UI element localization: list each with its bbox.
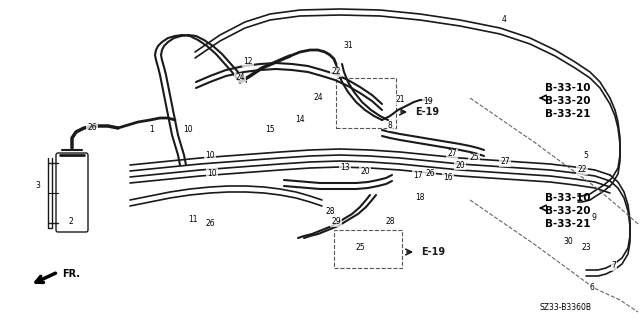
Text: B-33-10: B-33-10 [545,83,591,93]
Text: 9: 9 [591,213,596,222]
Text: 26: 26 [205,219,215,228]
Text: 7: 7 [612,262,616,271]
Text: 25: 25 [355,243,365,253]
Text: 25: 25 [469,153,479,162]
Text: 23: 23 [581,242,591,251]
Text: SZ33-B3360B: SZ33-B3360B [539,303,591,313]
Text: 31: 31 [343,41,353,50]
Text: 4: 4 [502,16,506,25]
Text: 27: 27 [447,150,457,159]
Text: 6: 6 [589,284,595,293]
Text: 27: 27 [500,158,510,167]
Text: 22: 22 [332,68,340,77]
Text: 28: 28 [385,218,395,226]
Text: FR.: FR. [62,269,80,279]
Text: 26: 26 [87,123,97,132]
Text: 12: 12 [243,57,253,66]
Text: 2: 2 [68,218,74,226]
Text: 29: 29 [331,218,341,226]
Bar [334,230,402,268]
Text: E-19: E-19 [421,247,445,257]
Text: 19: 19 [423,98,433,107]
FancyBboxPatch shape [56,153,88,232]
Text: 13: 13 [340,164,350,173]
Text: 30: 30 [563,238,573,247]
Text: 20: 20 [455,160,465,169]
Text: B-33-20: B-33-20 [545,96,591,106]
Text: B-33-21: B-33-21 [545,109,591,119]
Text: 20: 20 [360,167,370,176]
Text: 17: 17 [413,170,423,180]
Text: 10: 10 [205,151,215,160]
Text: B-33-20: B-33-20 [545,206,591,216]
Text: 16: 16 [443,174,453,182]
Text: B-33-21: B-33-21 [545,219,591,229]
Text: 24: 24 [313,93,323,102]
Text: 14: 14 [295,115,305,124]
Text: E-19: E-19 [415,107,439,117]
Text: 10: 10 [183,125,193,135]
Text: 8: 8 [388,122,392,130]
Text: 28: 28 [325,207,335,217]
Text: 26: 26 [425,169,435,179]
Text: 11: 11 [188,216,198,225]
Text: 22: 22 [577,166,587,174]
Text: 3: 3 [36,181,40,189]
Text: 21: 21 [396,95,404,105]
Bar [336,78,396,128]
Text: 1: 1 [150,125,154,135]
Text: 5: 5 [584,151,588,160]
Text: 10: 10 [207,168,217,177]
Text: 18: 18 [415,194,425,203]
Text: 24: 24 [235,73,245,83]
Text: 15: 15 [265,125,275,135]
Text: B-33-10: B-33-10 [545,193,591,203]
